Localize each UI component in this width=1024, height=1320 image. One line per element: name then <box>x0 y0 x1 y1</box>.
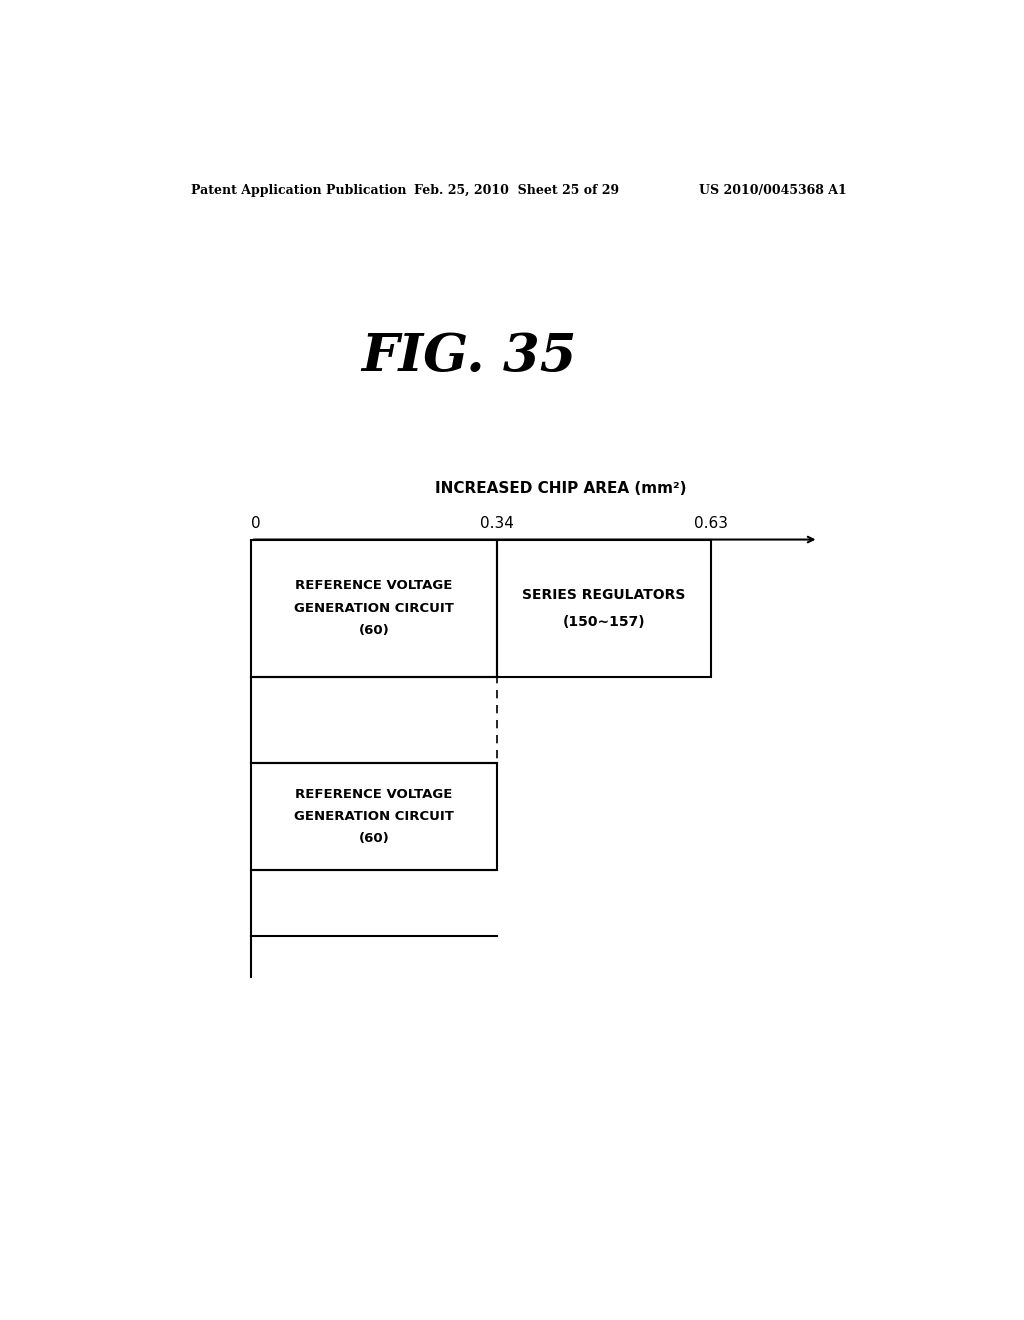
Bar <box>251 763 497 870</box>
Text: GENERATION CIRCUIT: GENERATION CIRCUIT <box>294 602 454 615</box>
Text: INCREASED CHIP AREA (mm²): INCREASED CHIP AREA (mm²) <box>435 480 686 496</box>
Text: GENERATION CIRCUIT: GENERATION CIRCUIT <box>294 810 454 822</box>
Text: 0.34: 0.34 <box>480 516 514 532</box>
Text: US 2010/0045368 A1: US 2010/0045368 A1 <box>699 183 847 197</box>
Text: (150∼157): (150∼157) <box>563 615 645 628</box>
Text: (60): (60) <box>358 833 389 845</box>
Text: (60): (60) <box>358 624 389 638</box>
Text: Patent Application Publication: Patent Application Publication <box>191 183 407 197</box>
Text: 0.63: 0.63 <box>694 516 728 532</box>
Text: REFERENCE VOLTAGE: REFERENCE VOLTAGE <box>295 788 453 801</box>
Text: REFERENCE VOLTAGE: REFERENCE VOLTAGE <box>295 579 453 593</box>
Text: FIG. 35: FIG. 35 <box>361 331 577 383</box>
Bar <box>251 540 497 677</box>
Text: Feb. 25, 2010  Sheet 25 of 29: Feb. 25, 2010 Sheet 25 of 29 <box>414 183 618 197</box>
Text: 0: 0 <box>251 516 261 532</box>
Text: SERIES REGULATORS: SERIES REGULATORS <box>522 587 686 602</box>
Bar <box>497 540 712 677</box>
